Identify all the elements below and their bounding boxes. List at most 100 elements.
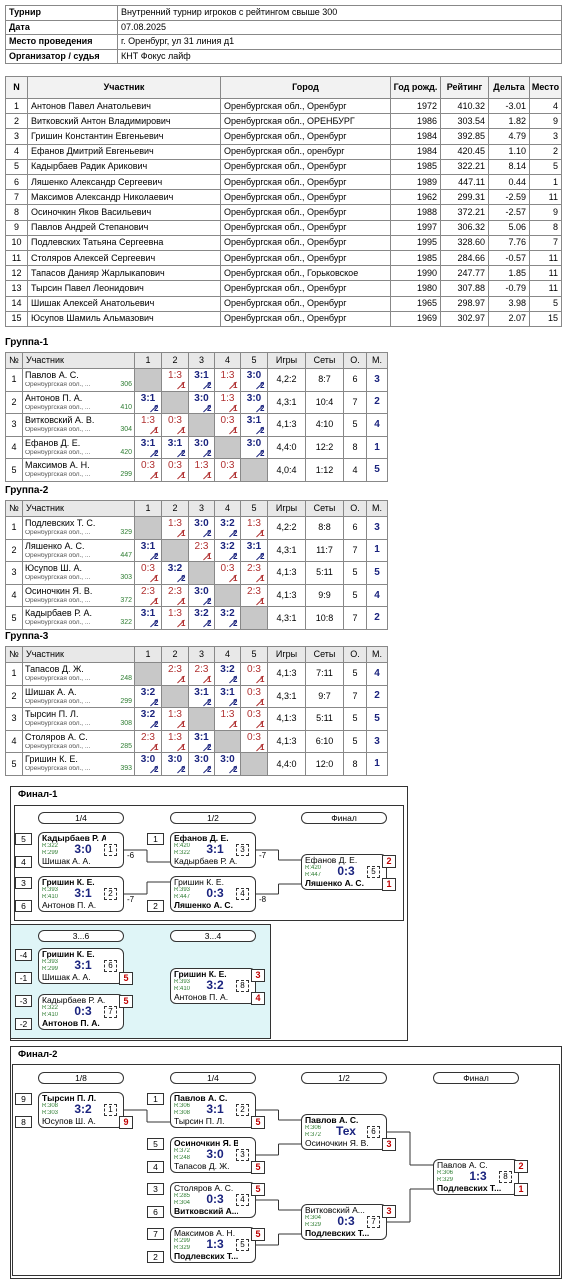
match-points: 1 [260, 676, 265, 684]
player-rating: 447 [120, 551, 132, 559]
player-name: Подлевских Т. С. [25, 519, 96, 528]
match-box [38, 994, 124, 1030]
set-score: 0:3 [247, 710, 261, 721]
match-rating: R:329 [437, 1177, 454, 1183]
final-title: Финал-2 [18, 1050, 58, 1060]
group-header: № [5, 500, 23, 517]
table-cell: Витковский Антон Владимирович [27, 113, 221, 130]
table-cell: 1965 [390, 295, 441, 312]
match-points: 1 [181, 743, 186, 752]
set-score: 2:3 [247, 564, 261, 575]
seed: -1 [15, 972, 32, 984]
place: 4 [251, 992, 265, 1005]
match-rating: R:410 [174, 986, 191, 992]
match-rating: R:304 [174, 1200, 191, 1206]
match-rating: R:308 [42, 1103, 59, 1109]
group-points: 7 [343, 390, 367, 415]
set-score: 3:0 [194, 755, 209, 766]
info-label: Место проведения [5, 34, 118, 50]
table-header: Город [220, 76, 391, 99]
info-value: 07.08.2025 [117, 19, 562, 35]
group-points: 6 [343, 368, 367, 392]
table-cell: Оренбургская обл., Оренбург [220, 158, 391, 175]
group-games: 4,3:1 [267, 684, 306, 709]
match-score: Тех [336, 1125, 356, 1138]
table-cell: Оренбургская обл., Оренбург [220, 189, 391, 206]
match-points: 1 [260, 698, 265, 707]
group-points: 7 [343, 538, 367, 563]
place: 1 [514, 1183, 528, 1196]
match-points: 2 [154, 620, 159, 629]
loser-target: -8 [259, 896, 267, 904]
empty-cell [161, 538, 189, 563]
empty-cell [188, 707, 215, 731]
match-player: Юсупов Ш. А. [42, 1117, 96, 1126]
place: 5 [119, 972, 133, 985]
group-header: Участник [22, 352, 135, 369]
table-cell: 299.31 [440, 189, 489, 206]
player-rating: 393 [120, 765, 132, 773]
table-cell: 1985 [390, 158, 441, 175]
place: 2 [514, 1160, 528, 1173]
empty-cell [240, 458, 268, 482]
table-cell: Оренбургская обл., Оренбург [220, 280, 391, 297]
match-player: Столяров А. С. [174, 1184, 234, 1193]
table-cell: 302.97 [440, 310, 489, 327]
match-player: Антонов П. А. [174, 993, 229, 1002]
group-points: 6 [343, 516, 367, 540]
match-player: Гришин К. Е. [42, 950, 95, 959]
group-games: 4,1:3 [267, 561, 306, 585]
set-score: 3:0 [140, 755, 156, 766]
match-score: 0:3 [74, 1005, 92, 1018]
seed: 2 [147, 900, 164, 912]
match-points: 1 [260, 743, 265, 752]
player-rating: 285 [120, 742, 132, 750]
match-points: 2 [207, 530, 212, 538]
match-points: 1 [181, 676, 186, 684]
match-score: 3:2 [206, 979, 224, 992]
table-cell: 1995 [390, 234, 441, 251]
table-cell: 1969 [390, 310, 441, 327]
bracket-frame [14, 805, 404, 921]
match-points: 2 [181, 766, 186, 775]
match-points: 2 [260, 382, 265, 390]
group-num: 1 [5, 368, 23, 392]
match-points: 2 [233, 766, 238, 775]
set-score: 3:0 [246, 371, 262, 381]
match-score: 0:3 [206, 887, 224, 900]
group-place: 1 [366, 752, 388, 776]
match-score: 3:0 [74, 843, 92, 856]
set-score: 3:1 [140, 438, 156, 449]
group-header: М. [366, 500, 388, 517]
table-cell: 11 [529, 189, 562, 206]
round-header: 3...6 [38, 930, 124, 942]
table-cell: 1972 [390, 98, 441, 115]
group-games: 4,4:0 [267, 752, 306, 776]
round-header: 1/4 [170, 1072, 256, 1084]
set-score: 3:1 [140, 609, 156, 620]
place: 5 [119, 995, 133, 1008]
set-score: 2:3 [168, 665, 182, 675]
match-points: 2 [207, 620, 212, 629]
table-cell: 392.85 [440, 128, 489, 145]
match-points: 2 [233, 552, 238, 561]
place: 5 [251, 1228, 265, 1241]
group-header: 4 [214, 646, 241, 663]
set-score: 3:0 [246, 438, 262, 449]
match-number: 1 [104, 1104, 117, 1116]
table-cell: Тапасов Данияр Жарлыкапович [27, 265, 221, 282]
match-rating: R:306 [437, 1170, 454, 1176]
table-cell: Тырсин Павел Леонидович [27, 280, 221, 297]
final-frame [10, 786, 408, 1041]
match-points: 1 [207, 472, 212, 481]
group-header: 5 [240, 352, 268, 369]
table-cell: 9 [529, 113, 562, 130]
group-sets: 8:7 [305, 368, 344, 392]
table-cell: 410.32 [440, 98, 489, 115]
match-points: 2 [154, 449, 159, 458]
group-title: Группа-3 [5, 632, 49, 642]
match-score: 3:1 [206, 1103, 224, 1116]
match-points: 1 [233, 721, 238, 730]
set-score: 3:2 [167, 564, 183, 575]
player-region: Оренбургская обл., ... [25, 382, 91, 388]
